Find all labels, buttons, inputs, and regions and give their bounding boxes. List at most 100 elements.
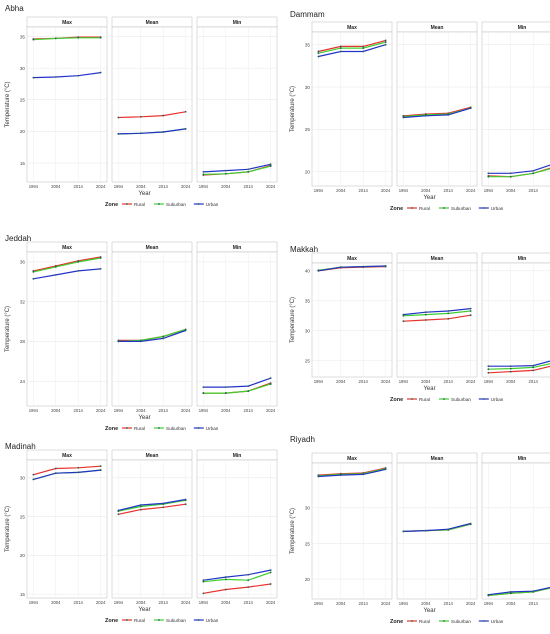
data-point-urban: [339, 474, 342, 477]
y-tick-label: 30: [20, 476, 26, 481]
series-line-rural: [118, 111, 186, 119]
x-tick-label: 2014: [529, 601, 539, 606]
x-tick-label: 1994: [314, 188, 324, 193]
y-tick-label: 35: [305, 299, 311, 304]
data-point-urban: [224, 576, 227, 578]
y-tick-label: 15: [20, 592, 26, 597]
panel-frame: [26, 459, 108, 599]
series-line-suburban: [203, 383, 271, 394]
panel-mean: Mean 1994 2004 2014 2024: [396, 21, 478, 193]
data-point-suburban: [202, 173, 205, 176]
chart-title: Abha: [5, 4, 24, 13]
data-point-urban: [447, 528, 450, 531]
y-tick-label: 25: [305, 359, 311, 364]
x-tick-label: 2004: [136, 600, 146, 605]
series-line-urban: [488, 164, 550, 174]
chart-makkah: Makkah Temperature (°C) Max 1994 2004 2014 202…: [290, 245, 550, 403]
legend-label-suburban: Suburban: [451, 619, 471, 624]
y-tick-label: 25: [305, 541, 311, 546]
data-point-urban: [532, 169, 535, 172]
series-line-suburban: [318, 468, 386, 477]
data-point-urban: [139, 504, 142, 506]
data-point-rural: [269, 583, 272, 585]
legend-label-suburban: Suburban: [166, 426, 186, 431]
data-point-urban: [424, 311, 427, 314]
data-point-suburban: [269, 165, 272, 168]
series-line-rural: [118, 503, 186, 515]
panel-frame: [481, 462, 550, 600]
x-tick-label: 2004: [221, 600, 231, 605]
x-tick-label: 2004: [421, 379, 431, 384]
series-line-urban: [203, 163, 271, 173]
data-point-suburban: [54, 37, 57, 40]
data-point-suburban: [509, 175, 512, 178]
data-point-suburban: [269, 571, 272, 574]
x-axis-label: Year: [423, 195, 435, 201]
series-line-suburban: [203, 571, 271, 583]
data-point-urban: [224, 169, 227, 172]
series-line-urban: [403, 308, 471, 316]
facet-label: Min: [233, 245, 242, 251]
facet-label: Min: [518, 25, 527, 31]
series-line-suburban: [118, 499, 186, 512]
data-point-suburban: [202, 580, 205, 583]
data-point-urban: [402, 530, 405, 533]
x-tick-label: 2024: [96, 600, 106, 605]
data-point-urban: [317, 269, 320, 272]
data-point-urban: [117, 133, 120, 135]
legend-marker: [158, 203, 160, 205]
data-point-urban: [317, 55, 320, 58]
y-tick-label: 30: [20, 66, 26, 71]
data-point-urban: [54, 273, 57, 276]
panel-frame: [311, 462, 393, 600]
legend-label-urban: Urban: [206, 426, 219, 431]
x-tick-label: 2014: [359, 188, 369, 193]
x-tick-label: 2014: [159, 184, 169, 189]
legend-title: Zone: [390, 206, 403, 212]
x-tick-label: 2004: [421, 188, 431, 193]
legend-label-rural: Rural: [419, 206, 430, 211]
data-point-urban: [487, 593, 490, 596]
data-point-urban: [269, 163, 272, 166]
data-point-suburban: [247, 170, 250, 173]
legend-label-urban: Urban: [491, 397, 504, 402]
data-point-urban: [384, 265, 387, 267]
data-point-urban: [269, 569, 272, 571]
x-tick-label: 1994: [314, 379, 324, 384]
panel-mean: Mean 1994 2004 2014 2024: [111, 241, 193, 413]
x-tick-label: 1994: [199, 184, 209, 189]
chart-title: Makkah: [290, 245, 318, 254]
data-point-urban: [469, 522, 472, 525]
data-point-urban: [162, 337, 165, 340]
series-line-urban: [203, 377, 271, 388]
panel-max: Max 1994 2004 2014 2024: [26, 241, 108, 413]
series-line-suburban: [488, 363, 550, 370]
x-tick-label: 2014: [444, 379, 454, 384]
data-point-urban: [509, 365, 512, 368]
legend-marker: [126, 427, 128, 429]
series-line-suburban: [318, 41, 386, 54]
data-point-rural: [202, 592, 205, 595]
y-tick-label: 36: [20, 260, 26, 265]
data-point-suburban: [532, 366, 535, 369]
legend-label-suburban: Suburban: [451, 397, 471, 402]
data-point-urban: [532, 590, 535, 593]
data-point-suburban: [247, 579, 250, 582]
x-tick-label: 2024: [381, 188, 391, 193]
data-point-suburban: [447, 312, 450, 315]
series-line-urban: [403, 107, 471, 119]
x-tick-label: 2014: [244, 408, 254, 413]
panel-max: Max 1994 2004 2014 2024: [26, 449, 108, 605]
series-line-rural: [203, 583, 271, 594]
data-point-rural: [117, 513, 120, 516]
legend-marker: [411, 398, 413, 400]
series-line-rural: [33, 465, 101, 476]
facet-label: Min: [518, 456, 527, 462]
x-tick-label: 1994: [399, 379, 409, 384]
data-point-rural: [339, 45, 342, 48]
legend-label-rural: Rural: [134, 202, 145, 207]
legend-title: Zone: [105, 202, 118, 208]
legend-marker: [411, 207, 413, 209]
legend-marker: [443, 398, 445, 400]
